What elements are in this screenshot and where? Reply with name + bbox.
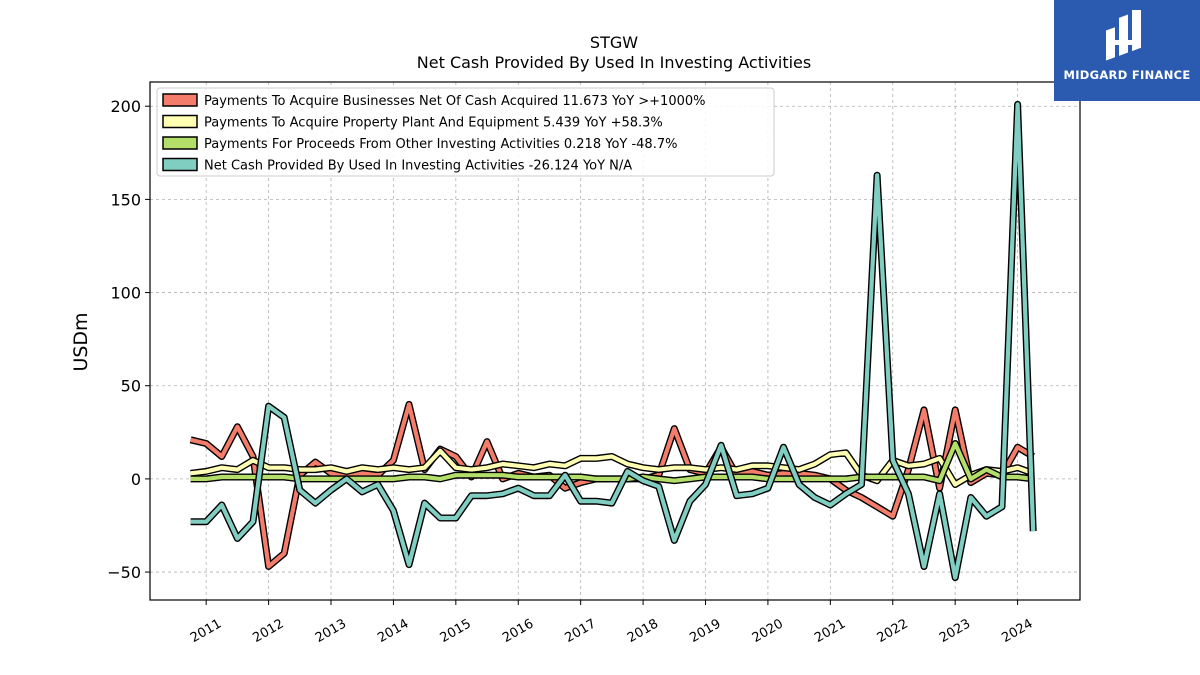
x-tick-label: 2016 [500,616,536,646]
chart-subtitle: Net Cash Provided By Used In Investing A… [417,53,811,72]
x-tick-label: 2013 [313,616,349,646]
y-tick-label: 200 [110,97,141,116]
series-line-other-investing [190,440,1034,485]
x-tick-label: 2020 [750,616,786,646]
x-tick-label: 2021 [812,616,848,646]
y-tick-label: 50 [121,377,141,396]
plot-frame [149,81,1081,601]
y-tick-label: 100 [110,284,141,303]
y-tick-label: −50 [107,563,141,582]
x-tick-label: 2012 [250,616,286,646]
y-axis-label: USDm [70,312,92,371]
legend-swatch [162,93,198,107]
logo-text: MIDGARD FINANCE [1063,68,1191,82]
legend-entry: Payments To Acquire Property Plant And E… [204,116,663,131]
legend-box [156,87,775,177]
x-tick-label: 2015 [438,616,474,646]
series-line-net-investing [190,100,1037,582]
logo-mark-icon [1106,10,1141,61]
x-tick-label: 2019 [687,616,723,646]
chart-title: STGW [590,33,638,52]
y-tick-label: 0 [131,470,141,489]
legend-entry: Payments For Proceeds From Other Investi… [204,137,677,152]
y-ticks: −50 0 50 100 150 200 [107,97,150,582]
x-tick-label: 2023 [937,616,973,646]
x-tick-label: 2022 [875,616,911,646]
brand-logo: MIDGARD FINANCE [1054,0,1200,101]
x-tick-label: 2011 [188,616,224,646]
legend-swatch [162,157,198,172]
series-lines [189,100,1037,582]
x-tick-label: 2018 [625,616,661,646]
legend-swatch [162,114,198,129]
series-line-stroke [190,102,1036,580]
x-tick-label: 2024 [999,616,1035,646]
x-tick-label: 2017 [563,616,599,646]
legend: Payments To Acquire Businesses Net Of Ca… [156,87,775,177]
legend-entry: Payments To Acquire Businesses Net Of Ca… [204,94,706,109]
legend-swatch [162,136,198,150]
legend-entry: Net Cash Provided By Used In Investing A… [204,159,632,174]
x-tick-label: 2014 [375,616,411,646]
y-tick-label: 150 [110,190,141,209]
series-line-stroke [190,441,1034,483]
x-ticks: 2011 2012 2013 2014 2015 2016 2017 2018 2019 2020… [188,600,1036,646]
